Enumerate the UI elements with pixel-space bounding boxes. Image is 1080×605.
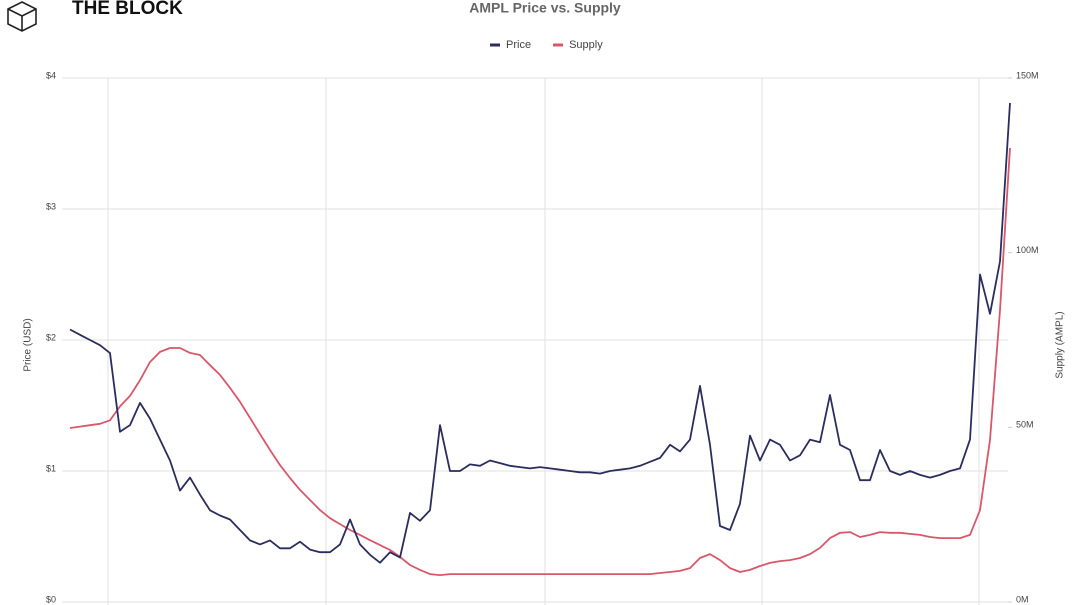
series-line — [69, 102, 1011, 564]
y-tick-label: $1 — [46, 463, 56, 473]
legend-label: Price — [506, 39, 531, 51]
y2-tick-label: 0M — [1016, 594, 1029, 604]
y2-tick-label: 150M — [1016, 70, 1039, 80]
chart-title: AMPL Price vs. Supply — [469, 0, 621, 16]
brand: THE BLOCK — [72, 0, 183, 19]
y2-axis-label: Supply (AMPL) — [1055, 311, 1066, 378]
y-tick-label: $2 — [46, 332, 56, 342]
logo: THE BLOCK — [7, 0, 183, 32]
series-line — [69, 147, 1011, 576]
y-axis-label: Price (USD) — [23, 318, 34, 371]
y2-tick-label: 50M — [1016, 420, 1034, 430]
y2-tick-label: 100M — [1016, 245, 1039, 255]
legend-label: Supply — [569, 39, 603, 51]
y-tick-label: $4 — [46, 70, 56, 80]
y-tick-label: $3 — [46, 201, 56, 211]
y-tick-label: $0 — [46, 594, 56, 604]
